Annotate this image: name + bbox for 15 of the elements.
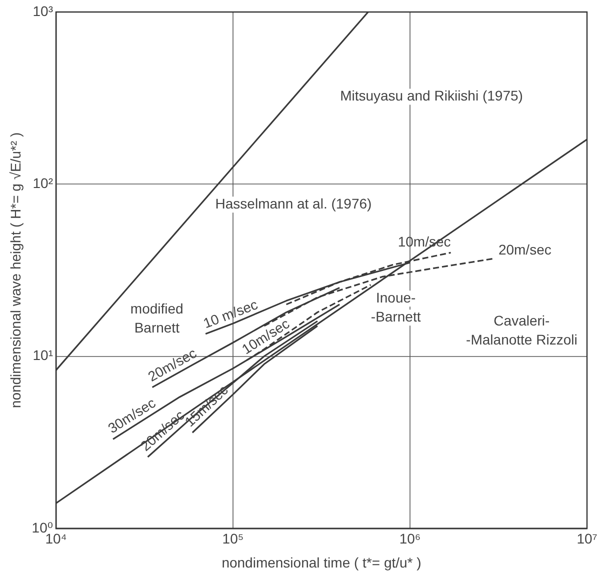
series-label: 20m/sec: [498, 241, 552, 258]
annotation: Inoue- -Barnett: [370, 289, 421, 324]
y-tick-label: 10²: [32, 174, 54, 191]
x-tick-label: 10⁷: [576, 530, 598, 547]
annotation: Cavaleri- -Malanotte Rizzoli: [466, 312, 578, 348]
annotation: modified Barnett: [130, 300, 184, 336]
y-axis-title: nondimensional wave height ( H*= g √E/u*² ): [7, 132, 24, 408]
y-tick-label: 10¹: [32, 347, 54, 364]
x-tick-label: 10⁵: [222, 530, 244, 547]
annotation: Hasselmann at al. (1976): [215, 195, 372, 212]
x-tick-label: 10⁶: [399, 530, 421, 547]
x-axis-title: nondimensional time ( t*= gt/u* ): [222, 554, 422, 570]
annotation: Mitsuyasu and Rikiishi (1975): [340, 88, 523, 104]
y-tick-label: 10³: [32, 2, 54, 19]
text: 10 m/sec: [201, 296, 260, 332]
